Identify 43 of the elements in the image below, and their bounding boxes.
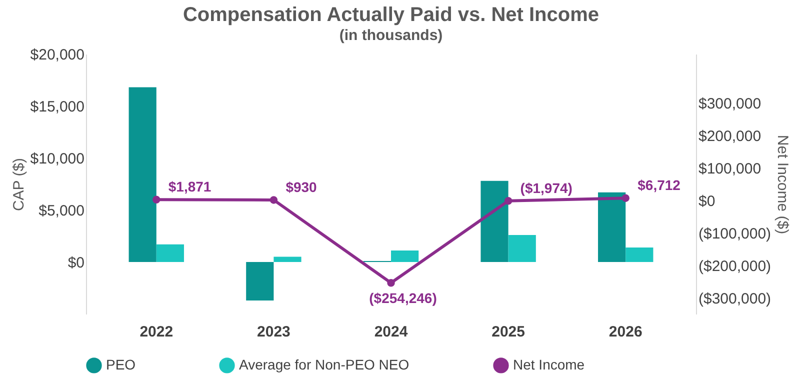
y2-tick-label: $200,000 [698, 128, 762, 145]
data-label: $930 [286, 178, 318, 195]
bar [246, 262, 274, 300]
legend-label: PEO [106, 356, 136, 372]
bar [274, 256, 302, 262]
bar [508, 234, 536, 262]
x-tick-label: 2024 [374, 324, 408, 340]
y-tick-label: $10,000 [30, 150, 84, 168]
x-tick-label: 2022 [140, 324, 174, 340]
point [152, 196, 160, 204]
y2-tick-label: $0 [698, 192, 716, 210]
point [504, 197, 512, 205]
point [622, 194, 630, 202]
legend-label: Net Income [513, 356, 585, 372]
y2-tick-label: $300,000 [698, 95, 762, 112]
y-tick-label: $20,000 [30, 46, 84, 64]
data-label: $6,712 [638, 177, 681, 194]
point [270, 196, 278, 204]
data-label: ($254,246) [369, 290, 437, 306]
bar [128, 87, 156, 262]
y2-tick-label: ($300,000) [698, 290, 772, 308]
point [387, 279, 395, 287]
y2-tick-label: ($100,000) [698, 225, 772, 242]
y2-tick-label: $100,000 [698, 160, 762, 178]
chart-subtitle: (in thousands) [339, 27, 443, 44]
x-tick-label: 2023 [257, 324, 290, 340]
data-label: ($1,974) [520, 180, 572, 196]
legend-label: Average for Non-PEO NEO [239, 356, 410, 372]
x-tick-label: 2025 [492, 324, 525, 340]
x-tick-label: 2026 [608, 324, 642, 340]
bar [598, 192, 626, 262]
bar [480, 180, 508, 262]
y-tick-label: $0 [68, 254, 84, 272]
bar [156, 244, 184, 262]
y2-axis-title: Net Income ($) [774, 134, 792, 234]
bar [391, 250, 419, 262]
bar [626, 247, 654, 262]
y-axis-title: CAP ($) [10, 158, 28, 212]
y-tick-label: $5,000 [38, 202, 84, 220]
chart-title: Compensation Actually Paid vs. Net Income [182, 4, 600, 26]
data-label: $1,871 [168, 178, 212, 195]
y2-tick-label: ($200,000) [698, 258, 772, 275]
y-tick-label: $15,000 [30, 98, 84, 116]
